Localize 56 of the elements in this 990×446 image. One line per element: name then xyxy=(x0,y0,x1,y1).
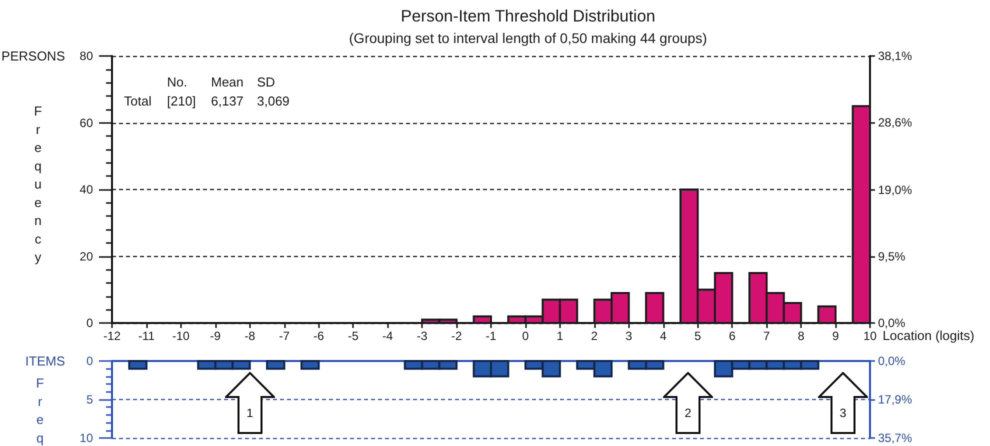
y2-tick-label: 38,1% xyxy=(878,49,912,63)
chart-title: Person-Item Threshold Distribution xyxy=(400,8,656,26)
annotation: 3 xyxy=(840,406,846,420)
y-tick-label: 0 xyxy=(86,316,94,330)
annotation: 3,069 xyxy=(257,94,290,108)
y-tick-label: 60 xyxy=(80,116,94,130)
x-tick-label: -10 xyxy=(172,329,190,343)
y2-tick-label: 0,0% xyxy=(878,354,906,368)
x-tick-label: 9 xyxy=(832,329,840,343)
annotation: [210] xyxy=(167,94,196,108)
annotation: No. xyxy=(167,74,188,90)
x-tick-label: -7 xyxy=(278,329,290,343)
x-tick-label: 4 xyxy=(660,329,667,343)
x-tick-label: 5 xyxy=(694,329,702,343)
x-axis-title: Location (logits) xyxy=(882,328,974,343)
x-tick-label: 7 xyxy=(763,329,770,343)
text: ITEMS xyxy=(25,354,66,368)
x-tick-label: 2 xyxy=(591,329,598,343)
x-tick-label: -1 xyxy=(486,329,497,343)
annotation: SD xyxy=(257,74,276,90)
x-tick-label: -4 xyxy=(382,329,394,343)
x-tick-label: -12 xyxy=(103,329,121,343)
x-tick-label: -8 xyxy=(244,329,256,343)
text: Frequency xyxy=(34,104,42,264)
x-tick-label: -5 xyxy=(348,329,359,343)
y2-tick-label: 35,7% xyxy=(878,431,912,445)
y-axis-title: Freq xyxy=(36,376,44,446)
y-tick-label: 80 xyxy=(80,49,94,63)
x-tick-label: 0 xyxy=(522,329,530,343)
text: PERSONS xyxy=(1,48,66,64)
x-tick-label: -2 xyxy=(451,329,462,343)
y2-tick-label: 0,0% xyxy=(878,316,906,330)
x-tick-label: -3 xyxy=(416,329,428,343)
annotation: 6,137 xyxy=(211,94,244,108)
x-tick-label: 1 xyxy=(556,329,564,343)
y2-tick-label: 9,5% xyxy=(878,249,906,264)
annotation: Mean xyxy=(211,74,244,90)
x-tick-label: 10 xyxy=(863,329,877,343)
annotation: 2 xyxy=(684,406,692,420)
x-tick-label: -9 xyxy=(210,329,222,343)
x-tick-label: 8 xyxy=(798,329,805,343)
y-tick-label: 0 xyxy=(86,354,94,368)
x-tick-label: -11 xyxy=(138,329,156,343)
y-tick-label: 20 xyxy=(80,249,94,264)
annotation: Total xyxy=(124,94,152,108)
annotation: 1 xyxy=(246,406,254,420)
y2-tick-label: 17,9% xyxy=(878,392,912,407)
y2-tick-label: 28,6% xyxy=(878,116,912,130)
y-tick-label: 10 xyxy=(80,431,94,445)
x-tick-label: -6 xyxy=(313,329,324,343)
y-tick-label: 40 xyxy=(80,182,94,196)
x-tick-label: 3 xyxy=(625,329,632,343)
chart-subtitle: (Grouping set to interval length of 0,50 making 44 groups) xyxy=(349,30,707,46)
y-tick-label: 5 xyxy=(86,392,94,406)
x-tick-label: 6 xyxy=(728,329,736,343)
y2-tick-label: 19,0% xyxy=(878,182,912,197)
